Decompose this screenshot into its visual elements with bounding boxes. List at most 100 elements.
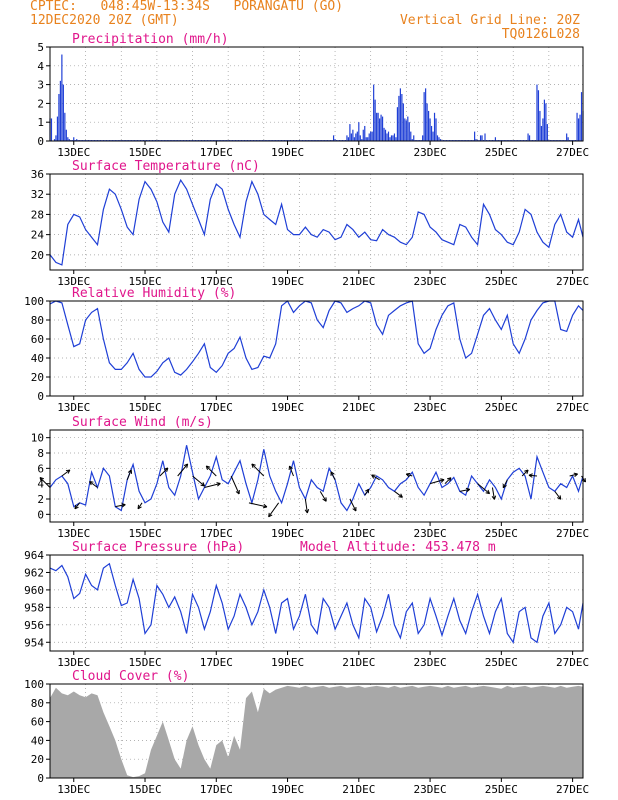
y-tick-label: 964	[24, 549, 44, 562]
y-tick-label: 36	[31, 168, 44, 181]
precip-bar	[396, 107, 399, 141]
wind-vector	[248, 502, 268, 508]
precip-bar	[53, 139, 56, 141]
wind-vector-head	[304, 509, 310, 514]
y-tick-label: 40	[31, 352, 44, 365]
precip-bar	[379, 118, 381, 141]
x-tick-label: 19DEC	[271, 401, 304, 414]
precip-bar	[543, 99, 545, 141]
wind-vector-head	[183, 463, 189, 469]
x-tick-label: 19DEC	[271, 146, 304, 159]
precip-bar	[576, 112, 578, 141]
x-tick-label: 21DEC	[342, 275, 375, 288]
panel-title: Surface Pressure (hPa)	[72, 540, 244, 555]
x-tick-label: 19DEC	[271, 275, 304, 288]
precip-bar	[68, 139, 70, 141]
precip-bar	[359, 135, 361, 141]
precip-bar	[546, 124, 548, 141]
x-tick-label: 23DEC	[414, 656, 447, 669]
panel-title: Precipitation (mm/h)	[72, 32, 229, 47]
y-tick-label: 60	[31, 333, 44, 346]
x-tick-label: 23DEC	[414, 146, 447, 159]
x-tick-label: 13DEC	[57, 527, 90, 540]
x-tick-label: 17DEC	[200, 146, 233, 159]
x-tick-label: 15DEC	[128, 783, 161, 796]
y-tick-label: 0	[37, 135, 44, 148]
x-tick-label: 13DEC	[57, 656, 90, 669]
y-tick-label: 20	[31, 249, 44, 262]
wind-vector	[554, 491, 562, 500]
precip-bar	[422, 135, 424, 141]
precip-bar	[332, 135, 335, 141]
panel-title: Relative Humidity (%)	[72, 286, 236, 301]
y-tick-label: 4	[37, 478, 44, 491]
x-tick-label: 13DEC	[57, 146, 90, 159]
precip-bar	[407, 116, 409, 141]
precip-bar	[371, 131, 373, 141]
y-tick-label: 40	[31, 734, 44, 747]
wind-vector-head	[398, 493, 403, 498]
wind-vector	[177, 463, 189, 477]
precip-bar	[413, 135, 415, 141]
wind-vector-head	[205, 465, 211, 470]
x-tick-label: 19DEC	[271, 783, 304, 796]
x-tick-label: 27DEC	[556, 146, 589, 159]
precip-bar	[539, 110, 541, 141]
precip-bar	[425, 88, 427, 141]
precip-bar	[373, 84, 375, 141]
wind-vector	[289, 465, 294, 477]
precip-bar	[356, 131, 358, 141]
wind-vector	[394, 490, 403, 498]
wind-vector	[159, 467, 169, 477]
wind-speed-line	[49, 445, 584, 512]
wind-vector-head	[485, 489, 491, 495]
x-tick-label: 17DEC	[200, 401, 233, 414]
x-tick-label: 27DEC	[556, 275, 589, 288]
precip-bar	[408, 122, 410, 141]
x-tick-label: 25DEC	[485, 527, 518, 540]
precip-bar	[381, 116, 384, 141]
wind-vector-head	[440, 478, 445, 483]
y-tick-label: 2	[37, 493, 44, 506]
y-tick-label: 20	[31, 753, 44, 766]
precip-bar	[374, 99, 376, 141]
x-tick-label: 23DEC	[414, 527, 447, 540]
wind-vector	[126, 469, 132, 481]
wind-vector-head	[322, 497, 327, 502]
precip-bar	[527, 133, 529, 141]
x-tick-label: 19DEC	[271, 656, 304, 669]
precip-bar	[376, 112, 378, 141]
wind-vector	[137, 502, 143, 510]
wind-vector	[61, 469, 71, 477]
precip-bar	[475, 139, 477, 141]
wind-vector	[349, 498, 357, 512]
wind-vector-head	[89, 481, 94, 486]
precip-bar	[540, 125, 543, 141]
panel-frame	[49, 554, 584, 652]
precip-bar	[438, 137, 440, 141]
precip-bar	[430, 125, 433, 141]
y-tick-label: 960	[24, 584, 44, 597]
wind-vector	[74, 502, 81, 510]
panel-title: Surface Temperature (nC)	[72, 159, 260, 174]
x-tick-label: 27DEC	[556, 656, 589, 669]
precip-bar	[577, 118, 580, 141]
wind-vector-head	[446, 477, 452, 482]
precip-bar	[347, 137, 350, 141]
precip-bar	[55, 135, 57, 141]
wind-vector	[581, 475, 586, 483]
precip-bar	[367, 137, 369, 141]
x-tick-label: 23DEC	[414, 401, 447, 414]
y-tick-label: 100	[24, 295, 44, 308]
wind-vector-head	[216, 482, 221, 487]
x-tick-label: 25DEC	[485, 146, 518, 159]
cloud-cover-area	[50, 685, 583, 778]
precip-bar	[383, 127, 385, 141]
wind-vector-head	[74, 504, 79, 510]
y-tick-label: 24	[31, 229, 45, 242]
y-tick-label: 5	[37, 41, 44, 54]
wind-vector	[330, 471, 336, 481]
wind-vector-head	[137, 504, 142, 510]
precip-bar	[50, 118, 53, 141]
precip-bar	[494, 137, 496, 141]
